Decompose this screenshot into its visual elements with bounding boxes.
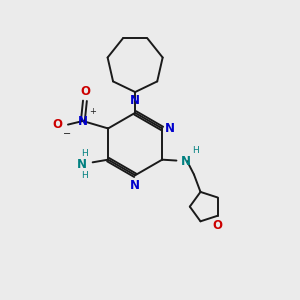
Text: N: N xyxy=(181,154,190,168)
Text: N: N xyxy=(77,158,87,171)
Text: O: O xyxy=(52,118,62,131)
Text: N: N xyxy=(130,94,140,107)
Text: N: N xyxy=(165,122,175,135)
Text: H: H xyxy=(81,171,88,180)
Text: H: H xyxy=(192,146,199,155)
Text: O: O xyxy=(80,85,90,98)
Text: −: − xyxy=(63,129,71,139)
Text: N: N xyxy=(130,179,140,192)
Text: +: + xyxy=(89,107,96,116)
Text: H: H xyxy=(81,148,88,158)
Text: N: N xyxy=(78,115,88,128)
Text: O: O xyxy=(213,219,223,232)
